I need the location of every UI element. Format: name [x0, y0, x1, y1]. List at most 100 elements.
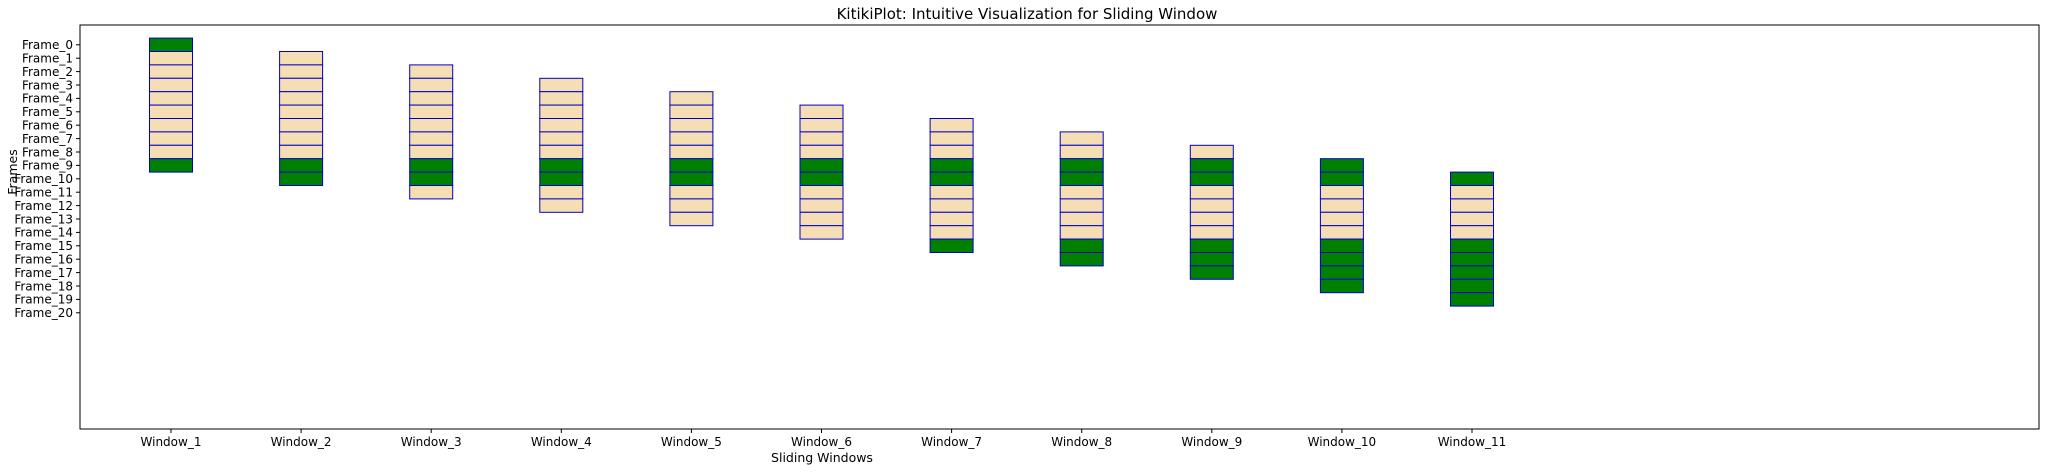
y-tick-label: Frame_7: [22, 132, 73, 146]
cell-Window_7-Frame_12: [929, 198, 974, 213]
cell-Window_6-Frame_6: [799, 118, 844, 133]
x-tick-label: Window_1: [141, 435, 202, 449]
cell-Window_9-Frame_15: [1189, 238, 1234, 254]
cell-Window_10-Frame_10: [1319, 171, 1364, 187]
cell-Window_1-Frame_1: [149, 51, 193, 66]
cell-Window_6-Frame_11: [799, 185, 844, 200]
cell-Window_6-Frame_5: [799, 104, 844, 119]
cell-Window_11-Frame_10: [1450, 171, 1494, 187]
cell-Window_4-Frame_3: [539, 77, 584, 93]
cell-Window_3-Frame_6: [409, 118, 454, 133]
cell-Window_1-Frame_9: [149, 158, 193, 173]
x-tick-label: Window_2: [271, 435, 332, 449]
cell-Window_10-Frame_16: [1319, 252, 1364, 267]
cell-Window_6-Frame_8: [799, 144, 844, 160]
cell-Window_9-Frame_9: [1189, 158, 1234, 173]
cell-Window_11-Frame_18: [1450, 278, 1494, 294]
cell-Window_2-Frame_10: [279, 171, 324, 187]
y-tick-label: Frame_8: [22, 145, 73, 159]
cell-Window_9-Frame_13: [1189, 211, 1234, 227]
cell-Window_4-Frame_12: [539, 198, 584, 213]
cell-Window_5-Frame_4: [669, 91, 714, 106]
cell-Window_4-Frame_8: [539, 144, 584, 160]
cell-Window_3-Frame_3: [409, 77, 454, 93]
cell-Window_4-Frame_10: [539, 171, 584, 187]
y-axis-ticks: Frame_0Frame_1Frame_2Frame_3Frame_4Frame…: [14, 38, 80, 320]
cell-Window_5-Frame_9: [669, 158, 714, 173]
cell-Window_3-Frame_10: [409, 171, 454, 187]
cell-Window_9-Frame_17: [1189, 265, 1234, 280]
cell-Window_8-Frame_15: [1059, 238, 1104, 254]
cell-Window_10-Frame_12: [1319, 198, 1364, 213]
cell-Window_11-Frame_15: [1450, 238, 1494, 254]
cell-Window_9-Frame_8: [1189, 144, 1234, 160]
cell-Window_6-Frame_9: [799, 158, 844, 173]
cell-Window_5-Frame_6: [669, 118, 714, 133]
cell-Window_8-Frame_16: [1059, 252, 1104, 267]
cell-Window_5-Frame_13: [669, 211, 714, 227]
cell-Window_7-Frame_15: [929, 238, 974, 254]
x-axis-ticks: Window_1 Window_2 Window_3 Window_4 Window_5…: [141, 429, 1506, 449]
cell-Window_9-Frame_12: [1189, 198, 1234, 213]
cell-Window_11-Frame_16: [1450, 252, 1494, 267]
cell-Window_6-Frame_14: [799, 225, 844, 240]
cell-Window_8-Frame_8: [1059, 144, 1104, 160]
y-tick-label: Frame_5: [22, 105, 73, 119]
cell-Window_1-Frame_4: [149, 91, 193, 106]
cell-Window_5-Frame_8: [669, 144, 714, 160]
y-tick-label: Frame_18: [14, 279, 73, 293]
cell-Window_6-Frame_12: [799, 198, 844, 213]
cell-Window_4-Frame_7: [539, 131, 584, 146]
x-tick-label: Window_8: [1051, 435, 1112, 449]
cell-Window_4-Frame_6: [539, 118, 584, 133]
cell-Window_7-Frame_11: [929, 185, 974, 200]
y-tick-label: Frame_16: [14, 253, 73, 267]
cell-Window_1-Frame_6: [149, 118, 193, 133]
cell-Window_6-Frame_7: [799, 131, 844, 146]
cell-Window_8-Frame_7: [1059, 131, 1104, 146]
cell-Window_2-Frame_5: [279, 104, 324, 119]
cell-Window_2-Frame_8: [279, 144, 324, 160]
cell-Window_2-Frame_3: [279, 77, 324, 93]
cell-Window_7-Frame_10: [929, 171, 974, 187]
x-tick-label: Window_6: [791, 435, 852, 449]
y-tick-label: Frame_3: [22, 78, 73, 92]
cell-Window_7-Frame_7: [929, 131, 974, 146]
cell-Window_1-Frame_2: [149, 64, 193, 79]
cell-Window_7-Frame_9: [929, 158, 974, 173]
cell-Window_2-Frame_4: [279, 91, 324, 106]
cell-Window_11-Frame_17: [1450, 265, 1494, 280]
cell-Window_11-Frame_12: [1450, 198, 1494, 213]
cell-Window_1-Frame_5: [149, 104, 193, 119]
cell-Window_10-Frame_15: [1319, 238, 1364, 254]
cell-Window_7-Frame_6: [929, 118, 974, 133]
cell-Window_11-Frame_11: [1450, 185, 1494, 200]
cell-Window_2-Frame_6: [279, 118, 324, 133]
cell-Window_10-Frame_13: [1319, 211, 1364, 227]
cell-Window_2-Frame_2: [279, 64, 324, 79]
cell-Window_3-Frame_2: [409, 64, 454, 79]
x-tick-label: Window_7: [921, 435, 982, 449]
y-tick-label: Frame_1: [22, 52, 73, 66]
cell-Window_7-Frame_8: [929, 144, 974, 160]
cell-Window_3-Frame_5: [409, 104, 454, 119]
y-tick-label: Frame_19: [14, 293, 73, 307]
cell-Window_9-Frame_16: [1189, 252, 1234, 267]
cell-Window_1-Frame_3: [149, 77, 193, 93]
cell-Window_8-Frame_14: [1059, 225, 1104, 240]
y-tick-label: Frame_4: [22, 92, 73, 106]
y-tick-label: Frame_15: [14, 239, 73, 253]
y-tick-label: Frame_10: [14, 172, 73, 186]
cell-Window_9-Frame_14: [1189, 225, 1234, 240]
y-tick-label: Frame_14: [14, 226, 73, 240]
cell-Window_11-Frame_14: [1450, 225, 1494, 240]
cell-Window_8-Frame_12: [1059, 198, 1104, 213]
cell-Window_3-Frame_8: [409, 144, 454, 160]
cell-Window_2-Frame_7: [279, 131, 324, 146]
y-tick-label: Frame_11: [14, 186, 73, 200]
cell-Window_10-Frame_17: [1319, 265, 1364, 280]
cell-Window_3-Frame_11: [409, 185, 454, 200]
cell-Window_8-Frame_10: [1059, 171, 1104, 187]
